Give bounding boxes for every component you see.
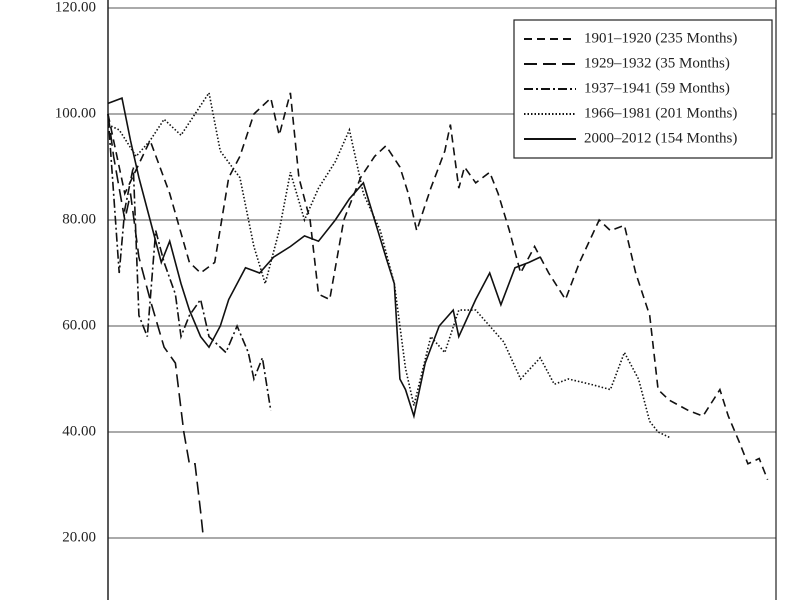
y-tick-label: 120.00 xyxy=(55,0,96,15)
series-line xyxy=(107,113,272,411)
legend-label: 1901–1920 (235 Months) xyxy=(584,30,737,46)
y-tick-label: 40.00 xyxy=(62,423,96,439)
y-tick-label: 80.00 xyxy=(62,211,96,227)
legend-label: 2000–2012 (154 Months) xyxy=(584,130,737,146)
y-tick-label: 100.00 xyxy=(55,105,96,121)
legend-box xyxy=(513,19,773,159)
legend-label: 1966–1981 (201 Months) xyxy=(584,105,737,121)
legend-label: 1937–1941 (59 Months) xyxy=(584,80,730,96)
y-tick-label: 20.00 xyxy=(62,529,96,545)
series-line xyxy=(107,92,769,480)
legend-label: 1929–1932 (35 Months) xyxy=(584,55,730,71)
series-line xyxy=(107,97,541,420)
series-line xyxy=(107,113,205,539)
y-tick-label: 60.00 xyxy=(62,317,96,333)
series-line xyxy=(107,90,670,439)
